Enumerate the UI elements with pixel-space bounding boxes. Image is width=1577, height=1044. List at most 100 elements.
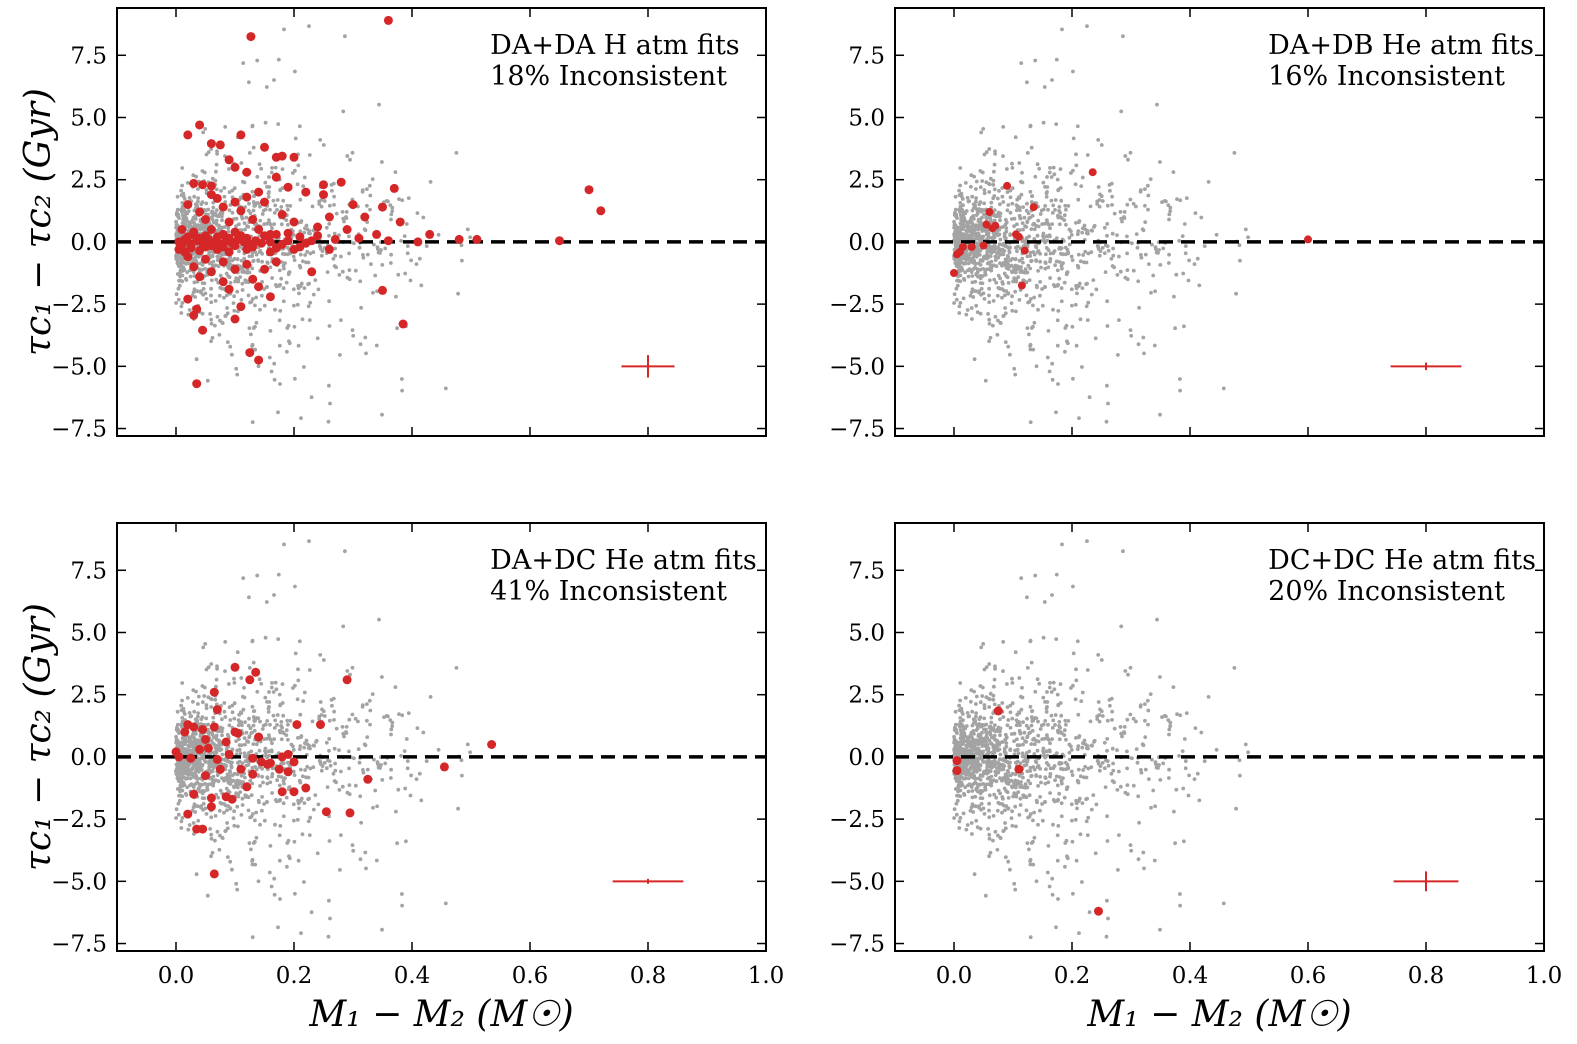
background-point bbox=[256, 364, 261, 369]
background-point bbox=[353, 716, 358, 721]
background-point bbox=[365, 187, 369, 192]
background-point bbox=[958, 204, 963, 209]
background-point bbox=[205, 893, 210, 898]
background-point bbox=[981, 226, 986, 231]
background-point bbox=[258, 784, 262, 788]
background-point bbox=[191, 699, 195, 704]
background-point bbox=[337, 748, 341, 752]
inconsistent-point bbox=[246, 32, 256, 42]
background-point bbox=[262, 222, 267, 227]
background-point bbox=[1141, 335, 1146, 340]
background-point bbox=[293, 136, 298, 141]
inconsistent-point bbox=[224, 284, 234, 294]
background-point bbox=[209, 278, 214, 283]
background-point bbox=[275, 713, 280, 717]
background-point bbox=[1017, 773, 1022, 778]
inconsistent-point bbox=[342, 675, 352, 685]
background-point bbox=[209, 836, 214, 841]
background-point bbox=[239, 258, 244, 263]
background-point bbox=[1044, 195, 1049, 199]
background-point bbox=[197, 757, 202, 762]
background-point bbox=[297, 124, 302, 129]
x-tick-label: 0.6 bbox=[512, 963, 549, 989]
background-point bbox=[281, 713, 286, 718]
background-point bbox=[230, 188, 235, 193]
background-point bbox=[334, 726, 339, 731]
background-point bbox=[258, 204, 262, 209]
background-point bbox=[996, 318, 1000, 323]
background-point bbox=[361, 768, 365, 772]
inconsistent-point bbox=[198, 824, 208, 834]
background-point bbox=[244, 763, 249, 768]
background-point bbox=[259, 681, 264, 686]
background-point bbox=[1001, 715, 1006, 719]
background-point bbox=[982, 723, 986, 727]
background-point bbox=[297, 806, 301, 811]
background-point bbox=[1167, 767, 1171, 772]
background-point bbox=[1000, 295, 1004, 300]
background-point bbox=[325, 785, 330, 789]
background-point bbox=[235, 887, 240, 892]
background-point bbox=[183, 210, 188, 215]
background-point bbox=[247, 254, 252, 259]
background-point bbox=[376, 762, 380, 766]
background-point bbox=[375, 804, 379, 809]
background-point bbox=[988, 778, 993, 783]
x-tick-label: 0.4 bbox=[394, 963, 431, 989]
background-point bbox=[1023, 782, 1028, 787]
background-point bbox=[198, 261, 203, 266]
background-point bbox=[291, 748, 296, 752]
background-point bbox=[278, 703, 283, 708]
background-point bbox=[178, 268, 183, 273]
background-point bbox=[957, 208, 961, 212]
background-point bbox=[300, 317, 305, 322]
background-point bbox=[350, 665, 355, 670]
background-point bbox=[278, 309, 283, 313]
background-point bbox=[1046, 265, 1051, 270]
background-point bbox=[1100, 199, 1105, 203]
background-point bbox=[287, 339, 291, 344]
background-point bbox=[204, 152, 209, 157]
background-point bbox=[1123, 669, 1128, 673]
background-point bbox=[1005, 167, 1009, 171]
background-point bbox=[250, 781, 255, 786]
background-point bbox=[1180, 749, 1185, 753]
background-point bbox=[419, 798, 424, 803]
background-point bbox=[260, 808, 264, 813]
background-point bbox=[270, 166, 274, 170]
background-point bbox=[1051, 165, 1056, 170]
background-point bbox=[284, 728, 289, 733]
background-point bbox=[1118, 269, 1123, 274]
background-point bbox=[1009, 778, 1014, 783]
background-point bbox=[1044, 252, 1048, 257]
background-point bbox=[307, 281, 311, 286]
background-point bbox=[214, 733, 219, 738]
background-point bbox=[978, 311, 983, 316]
background-point bbox=[1086, 766, 1091, 771]
background-point bbox=[212, 750, 217, 755]
background-point bbox=[365, 718, 369, 723]
background-point bbox=[1243, 227, 1248, 232]
background-point bbox=[952, 219, 956, 224]
background-point bbox=[984, 215, 988, 220]
background-point bbox=[1158, 412, 1162, 417]
background-point bbox=[298, 265, 303, 270]
inconsistent-point bbox=[248, 242, 258, 252]
background-point bbox=[362, 742, 367, 747]
background-point bbox=[341, 109, 346, 114]
background-point bbox=[1089, 250, 1094, 255]
background-point bbox=[310, 719, 315, 724]
background-point bbox=[189, 714, 194, 718]
background-point bbox=[380, 160, 384, 164]
background-point bbox=[340, 210, 345, 214]
background-point bbox=[272, 377, 277, 382]
background-point bbox=[285, 760, 290, 765]
background-point bbox=[187, 196, 192, 200]
background-point bbox=[459, 243, 464, 248]
background-point bbox=[176, 286, 181, 291]
inconsistent-point bbox=[472, 234, 482, 244]
background-point bbox=[357, 760, 362, 765]
background-point bbox=[1057, 737, 1062, 742]
background-point bbox=[1049, 175, 1054, 179]
background-point bbox=[1106, 248, 1111, 253]
